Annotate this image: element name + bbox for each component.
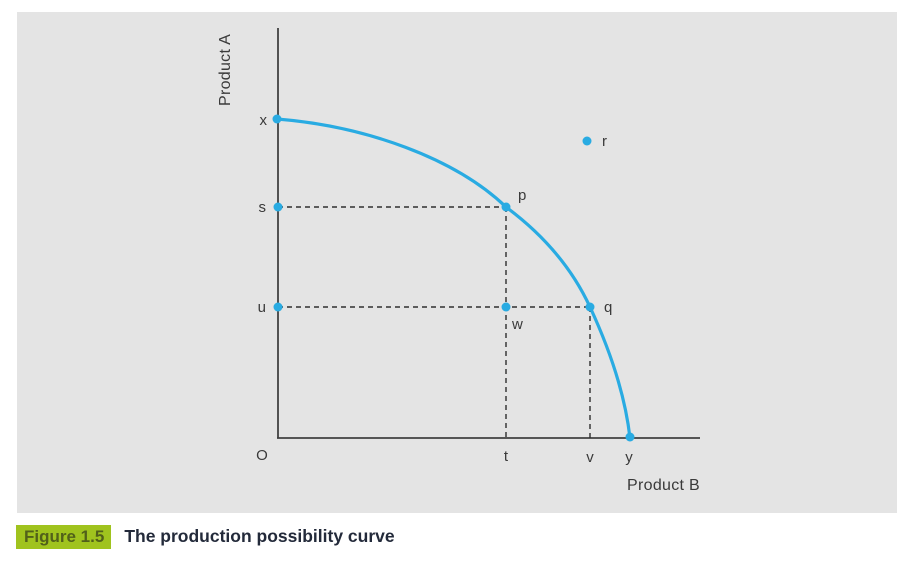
tick-t-label: t	[504, 448, 509, 465]
origin-label: O	[256, 447, 268, 464]
point-s-label: s	[259, 199, 267, 216]
point-y-dot	[625, 432, 635, 442]
point-p-label: p	[518, 187, 526, 204]
point-s-dot	[273, 202, 283, 212]
point-r-label: r	[602, 133, 607, 150]
point-x-label: x	[260, 112, 268, 129]
production-possibility-curve	[275, 117, 632, 440]
x-axis-title: Product B	[627, 477, 700, 494]
point-r-dot	[582, 136, 592, 146]
chart-panel-background	[17, 12, 897, 513]
point-w-label: w	[511, 316, 523, 333]
figure-caption-text: The production possibility curve	[124, 526, 395, 546]
point-w-dot	[501, 302, 511, 312]
point-u-label: u	[258, 299, 266, 316]
figure-caption: Figure 1.5 The production possibility cu…	[16, 525, 395, 549]
point-p-dot	[501, 202, 511, 212]
point-u-dot	[273, 302, 283, 312]
point-q-label: q	[604, 299, 612, 316]
tick-y-label: y	[625, 449, 633, 466]
point-q-dot	[585, 302, 595, 312]
tick-v-label: v	[586, 449, 594, 466]
y-axis-title: Product A	[217, 34, 234, 106]
point-x-dot	[272, 114, 282, 124]
figure-caption-tag: Figure 1.5	[16, 525, 112, 549]
